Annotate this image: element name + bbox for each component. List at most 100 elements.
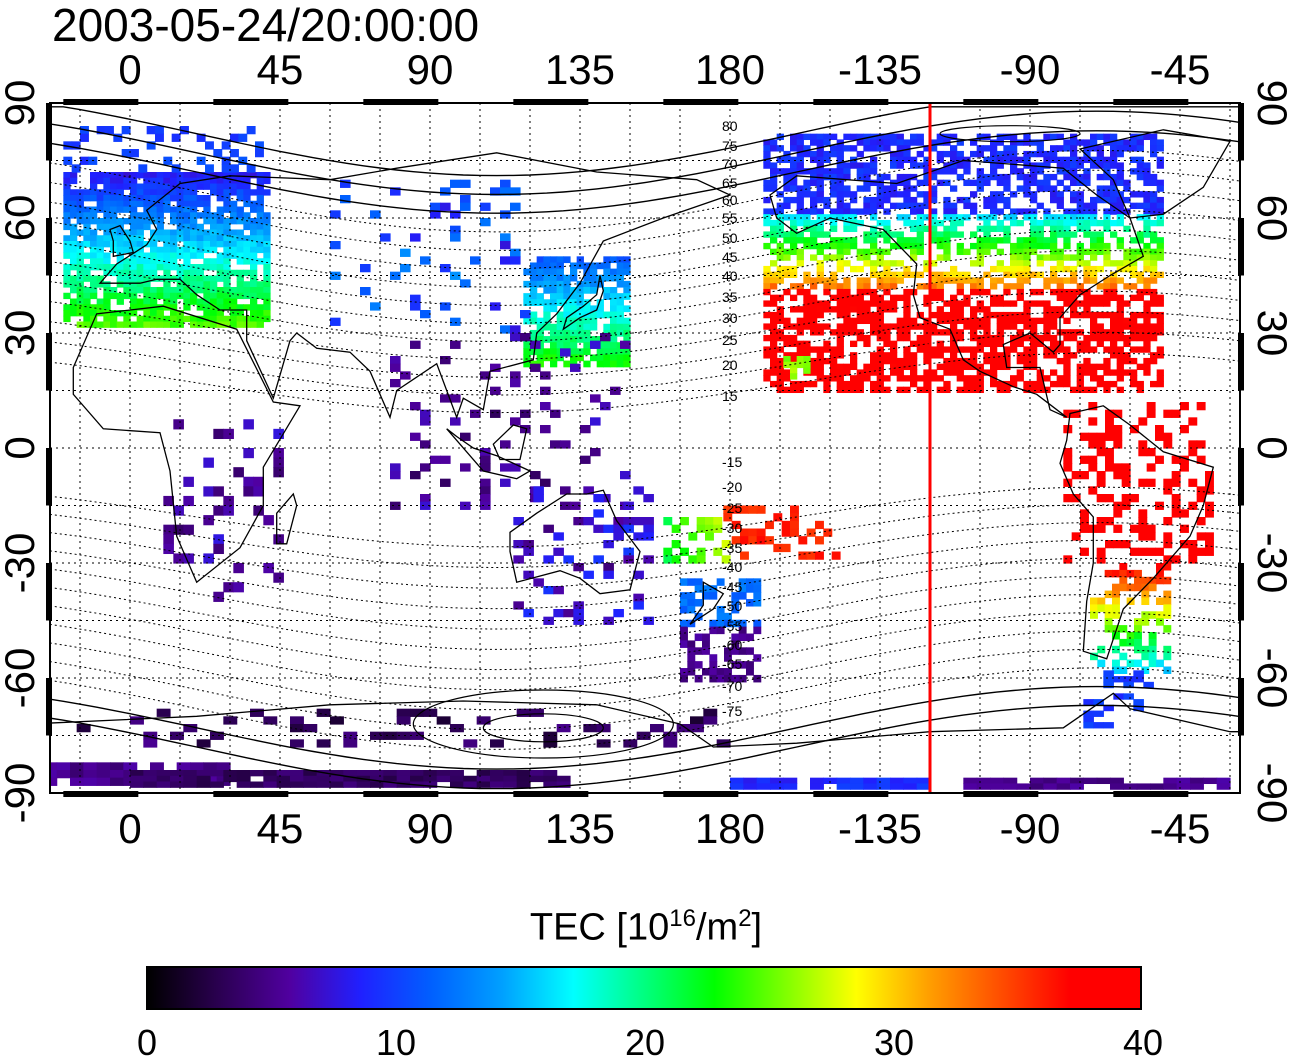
- tec-cell: [1096, 156, 1104, 164]
- tec-cell: [63, 304, 71, 311]
- tec-cell: [1112, 659, 1120, 668]
- tec-cell: [616, 262, 624, 270]
- tec-cell: [1136, 323, 1144, 330]
- tec-cell: [796, 191, 804, 198]
- tec-cell: [1063, 463, 1073, 472]
- tec-cell: [583, 360, 591, 368]
- tec-cell: [1116, 306, 1124, 313]
- tec-cell: [1130, 329, 1138, 336]
- tec-cell: [930, 369, 938, 376]
- tec-cell: [746, 599, 754, 607]
- lon-tick-label: -45: [1150, 46, 1211, 93]
- tec-cell: [823, 133, 831, 141]
- tec-cell: [210, 246, 218, 254]
- tec-cell: [870, 168, 878, 175]
- tec-cell: [870, 225, 878, 233]
- tec-cell: [816, 191, 824, 198]
- tec-cell: [990, 214, 998, 221]
- tec-cell: [923, 179, 931, 187]
- tec-cell: [863, 260, 871, 267]
- tec-cell: [543, 305, 551, 313]
- tec-cell: [970, 329, 978, 336]
- tec-cell: [1116, 311, 1124, 319]
- tec-cell: [796, 202, 804, 210]
- tec-cell: [150, 264, 158, 271]
- tec-cell: [996, 173, 1004, 181]
- tec-cell: [276, 781, 291, 788]
- tec-cell: [816, 196, 824, 204]
- tec-cell: [150, 315, 158, 323]
- tec-cell: [1096, 231, 1104, 238]
- tec-cell: [1023, 352, 1031, 359]
- tec-cell: [1076, 363, 1084, 371]
- tec-cell: [810, 317, 818, 325]
- tec-cell: [950, 231, 958, 238]
- tec-cell: [790, 173, 798, 181]
- borneo-coast: [492, 424, 528, 461]
- tec-cell: [1163, 440, 1173, 449]
- tec-cell: [63, 218, 71, 225]
- tec-cell: [1103, 156, 1111, 164]
- tec-cell: [990, 357, 998, 365]
- tec-cell: [770, 317, 778, 325]
- tec-cell: [130, 177, 138, 185]
- tec-cell: [1110, 288, 1118, 296]
- lat-tick-label: -90: [1249, 763, 1292, 824]
- tec-cell: [696, 524, 706, 533]
- tec-cell: [856, 162, 864, 169]
- tec-cell: [863, 179, 871, 187]
- tec-cell: [903, 179, 911, 187]
- tec-cell: [1076, 300, 1084, 307]
- tec-cell: [923, 196, 931, 204]
- tec-cell: [530, 274, 538, 282]
- contour-label: 80: [722, 118, 738, 134]
- tec-cell: [70, 235, 78, 242]
- tec-cell: [983, 242, 991, 250]
- tec-cell: [890, 346, 898, 353]
- tec-cell: [1136, 363, 1144, 371]
- tec-cell: [1113, 693, 1124, 700]
- tec-cell: [70, 223, 78, 231]
- tec-cell: [976, 173, 984, 181]
- tec-cell: [1136, 294, 1144, 302]
- tec-cell: [1010, 260, 1018, 267]
- tec-cell: [890, 340, 898, 348]
- tec-cell: [1130, 524, 1139, 533]
- tec-cell: [856, 219, 864, 227]
- tec-cell: [890, 300, 898, 307]
- tec-cell: [590, 262, 598, 270]
- tec-cell: [480, 371, 491, 380]
- tec-cell: [803, 271, 811, 279]
- tec-cell: [190, 223, 198, 231]
- tec-cell: [883, 185, 891, 192]
- tec-cell: [83, 310, 91, 317]
- tec-cell: [196, 287, 204, 294]
- tec-cell: [843, 306, 851, 313]
- tec-cell: [1150, 202, 1158, 210]
- tec-cell: [1050, 288, 1058, 296]
- tec-cell: [790, 145, 798, 152]
- tec-cell: [996, 162, 1004, 169]
- tec-cell: [856, 300, 864, 307]
- tec-cell: [183, 212, 191, 219]
- tec-cell: [803, 367, 811, 374]
- tec-cell: [1134, 569, 1142, 578]
- tec-cell: [110, 200, 118, 208]
- tec-cell: [110, 218, 118, 225]
- tec-cell: [963, 271, 971, 279]
- tec-cell: [256, 218, 264, 225]
- tec-cell: [223, 223, 231, 231]
- tec-cell: [450, 781, 464, 788]
- tec-cell: [623, 739, 638, 748]
- tec-cell: [150, 246, 158, 254]
- tec-cell: [936, 294, 944, 302]
- tec-cell: [76, 246, 84, 254]
- tec-cell: [150, 229, 158, 236]
- tec-cell: [1123, 352, 1131, 359]
- tec-cell: [150, 762, 164, 771]
- tec-cell: [1163, 597, 1172, 605]
- tec-cell: [1023, 271, 1031, 279]
- tec-cell: [936, 311, 944, 319]
- tec-cell: [990, 777, 1004, 785]
- lat-tick-label: 90: [1249, 80, 1292, 127]
